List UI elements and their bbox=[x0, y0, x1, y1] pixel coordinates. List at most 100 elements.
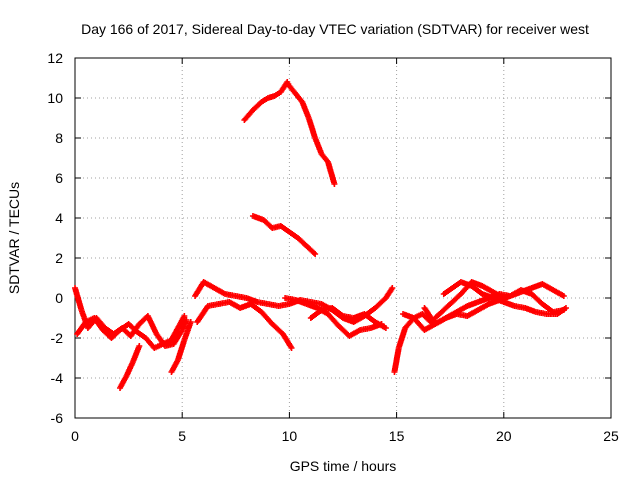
data-trail bbox=[448, 292, 463, 306]
series-arc-high bbox=[241, 79, 338, 187]
data-trail bbox=[169, 358, 181, 374]
data-trail bbox=[433, 315, 448, 327]
data-trail bbox=[249, 302, 264, 314]
data-trail bbox=[259, 310, 275, 326]
data-trail bbox=[177, 314, 187, 326]
series-arc-k bbox=[421, 281, 567, 327]
x-tick-label: 15 bbox=[389, 428, 405, 444]
data-trail bbox=[72, 286, 84, 312]
data-trail bbox=[273, 90, 283, 98]
data-point bbox=[389, 285, 396, 291]
data-trail bbox=[126, 322, 139, 334]
data-trail bbox=[396, 326, 408, 350]
y-axis: -6 -4 -2 0 2 4 6 8 10 12 bbox=[47, 50, 611, 426]
data-trail bbox=[476, 301, 491, 313]
data-trail bbox=[280, 332, 294, 350]
y-tick-label: 6 bbox=[55, 170, 63, 186]
series-arc-g bbox=[282, 295, 385, 339]
data-trail bbox=[270, 322, 285, 336]
series-arc-h bbox=[307, 305, 389, 331]
data-trail bbox=[529, 292, 545, 306]
y-tick-label: 2 bbox=[55, 250, 63, 266]
y-axis-label: SDTVAR / TECUs bbox=[6, 182, 22, 294]
y-tick-label: 0 bbox=[55, 290, 63, 306]
data-point bbox=[560, 293, 567, 299]
series-arc-mid bbox=[249, 213, 319, 257]
data-trail bbox=[135, 330, 148, 340]
y-tick-label: -4 bbox=[51, 370, 64, 386]
series-arc-l bbox=[440, 279, 569, 317]
data-point bbox=[187, 319, 194, 325]
data-trail bbox=[92, 316, 105, 332]
data-trail bbox=[195, 304, 210, 324]
data-trail bbox=[260, 96, 270, 104]
data-trail bbox=[171, 328, 185, 346]
data-trail bbox=[455, 303, 469, 315]
y-tick-label: 10 bbox=[47, 90, 63, 106]
data-trail bbox=[465, 307, 480, 319]
x-axis: 0 5 10 15 20 25 bbox=[71, 58, 619, 444]
series-arc-i bbox=[391, 279, 507, 375]
data-point bbox=[562, 305, 569, 311]
data-trail bbox=[348, 327, 362, 339]
data-trail bbox=[373, 296, 388, 310]
data-point bbox=[288, 345, 295, 351]
plot-frame bbox=[74, 57, 612, 419]
data-points bbox=[72, 79, 569, 391]
series-arc-f bbox=[194, 299, 295, 351]
data-trail bbox=[75, 320, 88, 336]
grid bbox=[75, 58, 611, 418]
data-trail bbox=[480, 283, 495, 295]
data-trail bbox=[175, 338, 187, 362]
data-trail bbox=[362, 312, 377, 324]
data-point bbox=[382, 325, 389, 331]
data-point bbox=[181, 313, 188, 319]
data-trail bbox=[251, 100, 264, 112]
x-tick-label: 0 bbox=[71, 428, 79, 444]
data-trail bbox=[326, 312, 341, 328]
data-point bbox=[331, 181, 338, 187]
y-tick-label: -6 bbox=[51, 410, 64, 426]
data-trail bbox=[145, 314, 159, 336]
data-trail bbox=[304, 244, 317, 256]
data-trail bbox=[181, 320, 194, 342]
y-tick-label: 4 bbox=[55, 210, 63, 226]
data-trail bbox=[169, 322, 183, 342]
data-trail bbox=[266, 93, 276, 101]
data-trail bbox=[442, 286, 454, 296]
y-tick-label: 12 bbox=[47, 50, 63, 66]
x-tick-label: 20 bbox=[496, 428, 512, 444]
data-trail bbox=[422, 306, 438, 326]
data-trail bbox=[551, 287, 566, 299]
x-tick-label: 5 bbox=[178, 428, 186, 444]
y-tick-label: 8 bbox=[55, 130, 63, 146]
x-axis-label: GPS time / hours bbox=[290, 458, 397, 474]
data-trail bbox=[470, 284, 484, 296]
series-arc-c bbox=[117, 343, 143, 391]
data-trail bbox=[309, 308, 324, 320]
data-trail bbox=[319, 152, 330, 164]
chart-title: Day 166 of 2017, Sidereal Day-to-day VTE… bbox=[81, 21, 589, 37]
data-trail bbox=[109, 328, 122, 340]
data-trail bbox=[306, 116, 318, 140]
data-trail bbox=[242, 108, 255, 122]
data-trail bbox=[391, 346, 402, 374]
data-point bbox=[312, 251, 319, 257]
data-trail bbox=[279, 224, 291, 234]
data-trail bbox=[540, 281, 555, 293]
data-trail bbox=[325, 160, 337, 186]
data-trail bbox=[287, 230, 300, 240]
y-tick-label: -2 bbox=[51, 330, 64, 346]
data-trail bbox=[287, 84, 298, 96]
data-trail bbox=[296, 236, 309, 248]
data-trail bbox=[202, 279, 216, 291]
data-trail bbox=[383, 286, 395, 300]
data-trail bbox=[555, 306, 568, 316]
data-trail bbox=[212, 285, 227, 297]
data-trail bbox=[330, 306, 345, 318]
x-tick-label: 25 bbox=[603, 428, 619, 444]
series-arc-d bbox=[168, 319, 194, 375]
data-trail bbox=[293, 92, 305, 104]
data-point bbox=[136, 343, 143, 349]
